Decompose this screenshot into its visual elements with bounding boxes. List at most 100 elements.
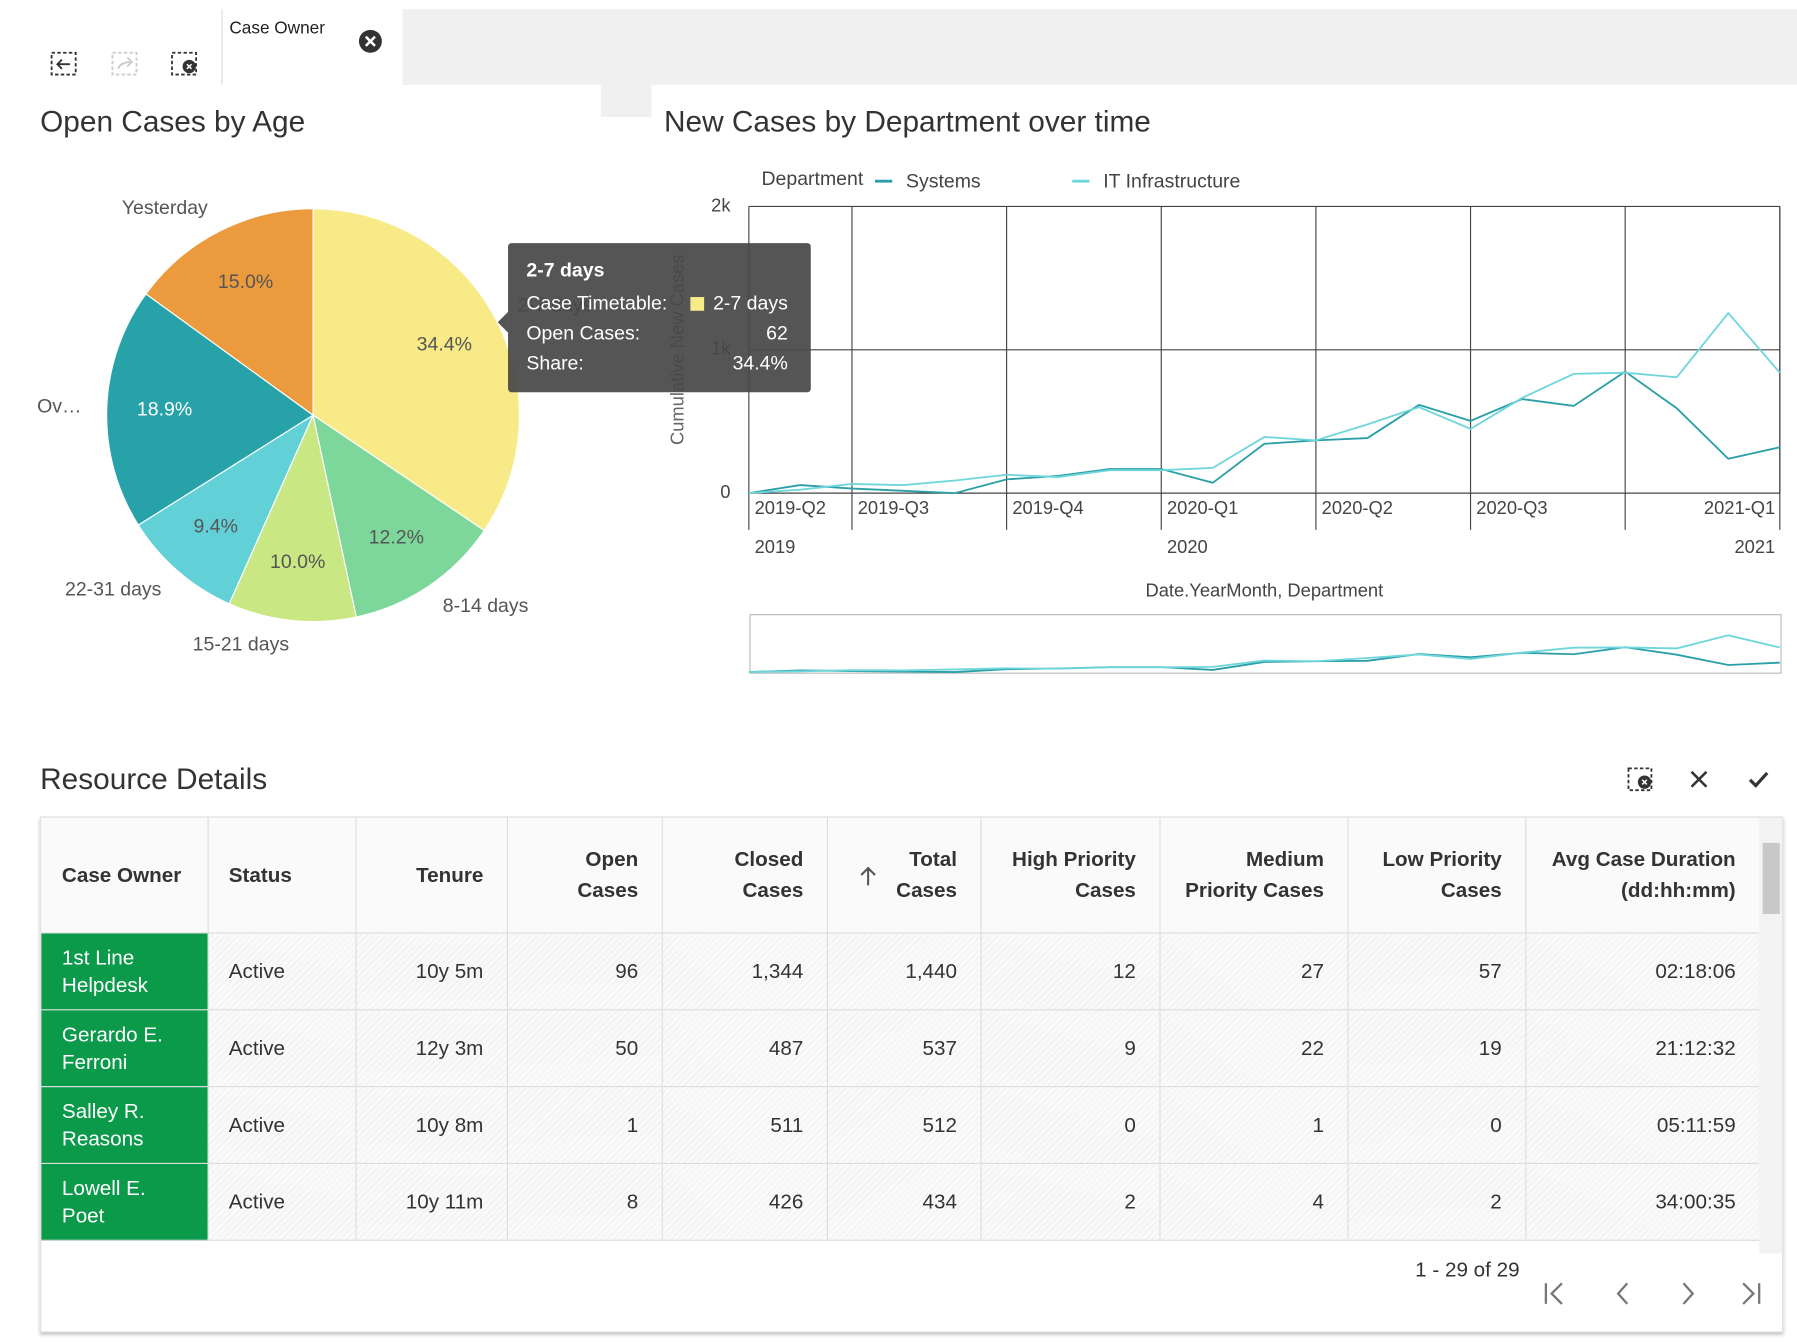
pie-slice: [312, 413, 486, 618]
table-row[interactable]: Salley R. Reasons Active 10y 8m 1 511 512 0 1 0 0…: [41, 1086, 1760, 1165]
chart-title: New Cases by Department over time: [664, 106, 1151, 139]
owner-cell: Salley R. Reasons: [41, 1086, 209, 1165]
tooltip: 2-7 days Case Timetable: 2-7 days Open Case…: [497, 243, 811, 393]
pie-slice: [312, 208, 521, 532]
tab-bar-notch: [600, 84, 652, 117]
tooltip-swatch: [690, 297, 704, 311]
scroll-thumb[interactable]: [1762, 842, 1780, 914]
table-cell: 434: [826, 1163, 982, 1241]
column-header[interactable]: Case Owner: [41, 817, 209, 934]
table-cell: 10y 8m: [355, 1086, 508, 1165]
next-page[interactable]: [1682, 1282, 1695, 1305]
legend-label: IT Infrastructure: [1103, 170, 1240, 192]
tooltip-value: 62: [766, 322, 788, 345]
table-cell: 1: [506, 1086, 663, 1165]
first-page[interactable]: [1544, 1282, 1563, 1305]
slice-value-label: 34.4%: [417, 333, 472, 355]
clear-selection-icon[interactable]: [171, 51, 198, 76]
confirm-icon[interactable]: [1748, 771, 1769, 788]
tooltip-value-wrap: 62: [766, 322, 788, 345]
overview-line: [748, 634, 1781, 673]
tab-label: Case Owner: [229, 18, 325, 38]
x-year-label: 2020: [1167, 536, 1208, 557]
table-cell: 0: [980, 1086, 1160, 1165]
column-header[interactable]: Medium Priority Cases: [1159, 817, 1349, 934]
slice-value-label: 9.4%: [194, 516, 238, 538]
y-tick-label: 0: [720, 481, 730, 502]
series-line: [748, 370, 1781, 495]
column-header[interactable]: Tenure: [355, 817, 508, 934]
tab-bar: [401, 9, 1797, 85]
x-tick-label: 2019-Q4: [1012, 497, 1083, 518]
table-row[interactable]: Lowell E. Poet Active 10y 11m 8 426 434 2 4 2 34:…: [41, 1163, 1760, 1241]
tooltip-value-wrap: 34.4%: [733, 352, 788, 375]
table-cell: Active: [207, 1009, 357, 1088]
y-tick-label: 2k: [711, 194, 731, 215]
series-line: [748, 311, 1781, 495]
slice-category-label: Ov…: [37, 396, 81, 418]
previous-page[interactable]: [1616, 1282, 1629, 1305]
table-cell: 02:18:06: [1525, 932, 1760, 1011]
cancel-icon[interactable]: [1690, 770, 1708, 788]
pager: [1544, 1282, 1761, 1305]
x-tick-label: 2020-Q1: [1167, 497, 1238, 518]
tooltip-value: 2-7 days: [713, 292, 788, 315]
table-cell: 1: [1159, 1086, 1349, 1165]
column-header[interactable]: High Priority Cases: [980, 817, 1160, 934]
table-cell: 10y 5m: [355, 932, 508, 1011]
tooltip-title: 2-7 days: [526, 259, 605, 281]
tooltip-label: Open Cases:: [526, 322, 641, 345]
table-cell: 2: [980, 1163, 1160, 1241]
table-row[interactable]: 1st Line Helpdesk Active 10y 5m 96 1,344 1,44…: [41, 932, 1760, 1011]
table-actions: [1627, 767, 1769, 792]
x-axis-label: Date.YearMonth, Department: [1145, 580, 1383, 601]
table-cell: 19: [1347, 1009, 1526, 1088]
clear-selection-icon[interactable]: [1627, 767, 1653, 792]
table-cell: 12y 3m: [355, 1009, 508, 1088]
x-tick-label: 2019-Q3: [858, 497, 929, 518]
pie-slice: [228, 413, 357, 623]
pie-slice: [145, 208, 314, 417]
table-cell: 27: [1159, 932, 1349, 1011]
table-cell: 12: [980, 932, 1160, 1011]
legend-title: Department: [761, 168, 863, 190]
table-cell: 2: [1347, 1163, 1526, 1241]
header-row: Case Owner Status Tenure Open Cases Closed C…: [41, 817, 1760, 934]
slice-value-label: 18.9%: [137, 398, 192, 420]
data-table: Case Owner Status Tenure Open Cases Closed C…: [41, 817, 1760, 1241]
table-panel: Case Owner Status Tenure Open Cases Closed C…: [40, 816, 1784, 1333]
tooltip-row: Share: 34.4%: [526, 349, 787, 379]
x-tick-label: 2021-Q1: [1704, 497, 1775, 518]
column-header[interactable]: Closed Cases: [661, 817, 828, 934]
table-cell: 426: [661, 1163, 828, 1241]
tooltip-row: Open Cases: 62: [526, 319, 787, 349]
last-page[interactable]: [1742, 1282, 1761, 1305]
column-header[interactable]: Avg Case Duration (dd:hh:mm): [1525, 817, 1760, 934]
undo-icon[interactable]: [50, 51, 77, 76]
column-header[interactable]: Low Priority Cases: [1347, 817, 1526, 934]
table-cell: 96: [506, 932, 663, 1011]
tab-close[interactable]: [357, 28, 385, 56]
pie-slice: [106, 293, 315, 526]
slice-category-label: Yesterday: [122, 197, 208, 219]
chart-title: Open Cases by Age: [40, 106, 305, 139]
table-cell: 34:00:35: [1525, 1163, 1760, 1241]
tab[interactable]: Case Owner: [221, 9, 403, 85]
x-tick-label: 2020-Q3: [1476, 497, 1547, 518]
table-cell: 9: [980, 1009, 1160, 1088]
slice-category-label: 22-31 days: [65, 578, 162, 600]
scrollbar[interactable]: [1759, 817, 1783, 1254]
table-scroll: Case Owner Status Tenure Open Cases Closed C…: [41, 817, 1760, 1254]
column-header[interactable]: Total Cases: [826, 817, 982, 934]
table-row[interactable]: Gerardo E. Ferroni Active 12y 3m 50 487 537 9 2…: [41, 1009, 1760, 1088]
table-cell: 511: [661, 1086, 828, 1165]
slice-value-label: 15.0%: [218, 271, 273, 293]
tooltip-label: Share:: [526, 352, 584, 374]
column-header[interactable]: Open Cases: [506, 817, 663, 934]
x-year-label: 2021: [1734, 536, 1775, 557]
column-header[interactable]: Status: [207, 817, 357, 934]
table-cell: 22: [1159, 1009, 1349, 1088]
table-cell: 10y 11m: [355, 1163, 508, 1241]
redo-icon[interactable]: [111, 51, 138, 76]
